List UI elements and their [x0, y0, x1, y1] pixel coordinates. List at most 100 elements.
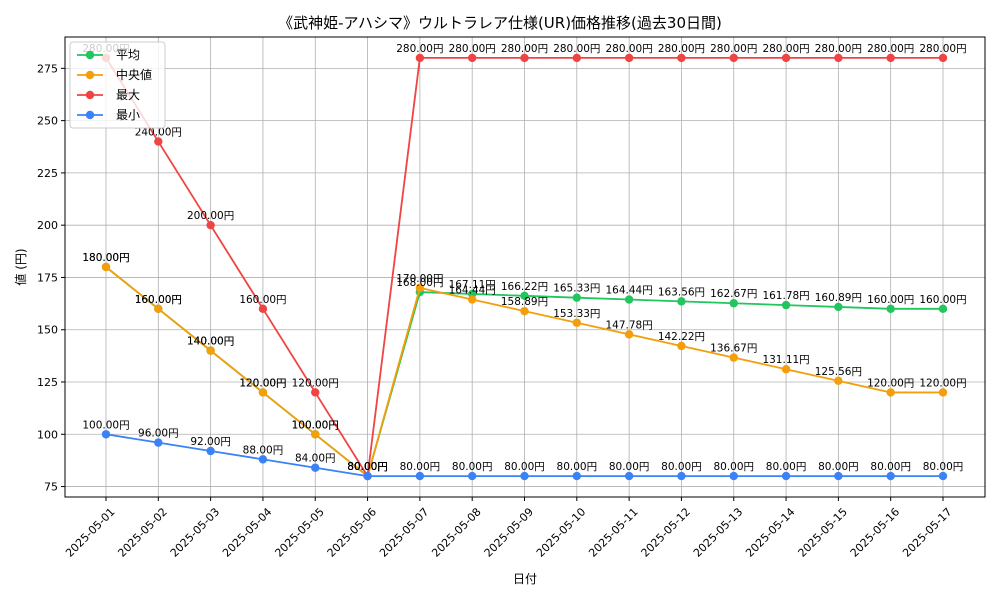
data-point	[258, 455, 268, 464]
series	[101, 53, 948, 481]
data-label: 180.00円	[82, 252, 129, 264]
data-point	[624, 53, 634, 63]
data-label: 92.00円	[190, 436, 231, 448]
data-point	[520, 291, 529, 301]
data-label: 280.00円	[658, 43, 705, 55]
data-point	[572, 471, 582, 481]
data-point	[363, 471, 372, 481]
data-point	[520, 471, 529, 481]
data-label: 80.00円	[504, 461, 545, 473]
data-point	[258, 388, 268, 397]
data-label: 165.33円	[553, 283, 600, 295]
data-point	[415, 471, 425, 481]
y-tick-label: 75	[44, 481, 58, 494]
y-tick-label: 275	[37, 62, 58, 75]
data-point	[834, 53, 843, 63]
data-label: 100.00円	[292, 419, 339, 431]
x-axis-title: 日付	[513, 572, 537, 586]
data-point	[415, 53, 425, 63]
data-point	[101, 430, 111, 439]
data-label: 84.00円	[295, 453, 336, 465]
data-label: 100.00円	[292, 419, 339, 431]
data-point	[258, 304, 268, 314]
data-label: 160.00円	[135, 294, 182, 306]
data-point	[781, 365, 791, 374]
data-label: 100.00円	[82, 419, 129, 431]
data-point	[938, 53, 948, 63]
data-label: 280.00円	[919, 43, 966, 55]
data-point	[886, 304, 895, 314]
data-label: 80.00円	[766, 461, 807, 473]
data-label: 120.00円	[292, 377, 339, 389]
data-label: 180.00円	[82, 252, 129, 264]
data-label: 280.00円	[449, 43, 496, 55]
data-point	[311, 463, 320, 472]
data-point	[572, 318, 582, 327]
data-label: 280.00円	[501, 43, 548, 55]
legend-swatch-marker	[85, 90, 95, 100]
y-tick-label: 200	[37, 219, 58, 232]
data-point	[886, 388, 895, 397]
data-label: 80.00円	[347, 461, 388, 473]
data-label: 280.00円	[710, 43, 757, 55]
data-point	[520, 53, 529, 63]
data-point	[572, 53, 582, 63]
data-point	[677, 471, 686, 481]
data-label: 170.00円	[396, 273, 443, 285]
data-point	[886, 471, 895, 481]
data-label: 140.00円	[187, 336, 234, 348]
data-label: 161.78円	[762, 290, 809, 302]
data-point	[415, 283, 425, 293]
data-point	[834, 376, 843, 386]
data-point	[677, 341, 686, 351]
data-point	[729, 299, 738, 308]
data-point	[729, 53, 738, 63]
legend-label: 最小	[116, 108, 140, 122]
data-label: 160.89円	[815, 292, 862, 304]
data-label: 167.11円	[449, 279, 496, 291]
data-label: 280.00円	[762, 43, 809, 55]
data-label: 280.00円	[867, 43, 914, 55]
data-point	[154, 137, 163, 146]
data-point	[834, 302, 843, 312]
data-label: 120.00円	[919, 377, 966, 389]
data-point	[938, 471, 948, 481]
data-label: 80.00円	[400, 461, 441, 473]
data-point	[886, 53, 895, 63]
data-point	[311, 388, 320, 397]
data-label: 240.00円	[135, 127, 182, 139]
data-label: 162.67円	[710, 288, 757, 300]
legend-swatch-marker	[85, 110, 95, 120]
data-label: 280.00円	[396, 43, 443, 55]
data-label: 160.00円	[867, 294, 914, 306]
data-label: 168.00円	[396, 277, 443, 289]
data-point	[781, 53, 791, 63]
y-tick-label: 100	[37, 428, 58, 441]
chart-title: 《武神姫-アハシマ》ウルトラレア仕様(UR)価格推移(過去30日間)	[278, 14, 722, 32]
data-point	[206, 346, 215, 355]
data-label: 147.78円	[606, 319, 653, 331]
data-point	[311, 430, 320, 439]
data-label: 80.00円	[661, 461, 702, 473]
data-point	[467, 471, 477, 481]
data-label: 140.00円	[187, 336, 234, 348]
data-label: 163.56円	[658, 286, 705, 298]
data-label: 158.89円	[501, 296, 548, 308]
data-point	[467, 295, 477, 304]
data-point	[624, 330, 634, 339]
data-point	[624, 295, 634, 304]
data-label: 136.67円	[710, 343, 757, 355]
y-tick-label: 225	[37, 167, 58, 180]
y-tick-label: 150	[37, 324, 58, 337]
data-point	[729, 353, 738, 362]
data-point	[572, 293, 582, 302]
y-tick-label: 250	[37, 115, 58, 128]
data-label: 164.44円	[606, 285, 653, 297]
y-tick-label: 175	[37, 271, 58, 284]
data-label: 80.00円	[923, 461, 964, 473]
data-label: 80.00円	[347, 461, 388, 473]
data-label: 80.00円	[870, 461, 911, 473]
data-point	[520, 306, 529, 316]
